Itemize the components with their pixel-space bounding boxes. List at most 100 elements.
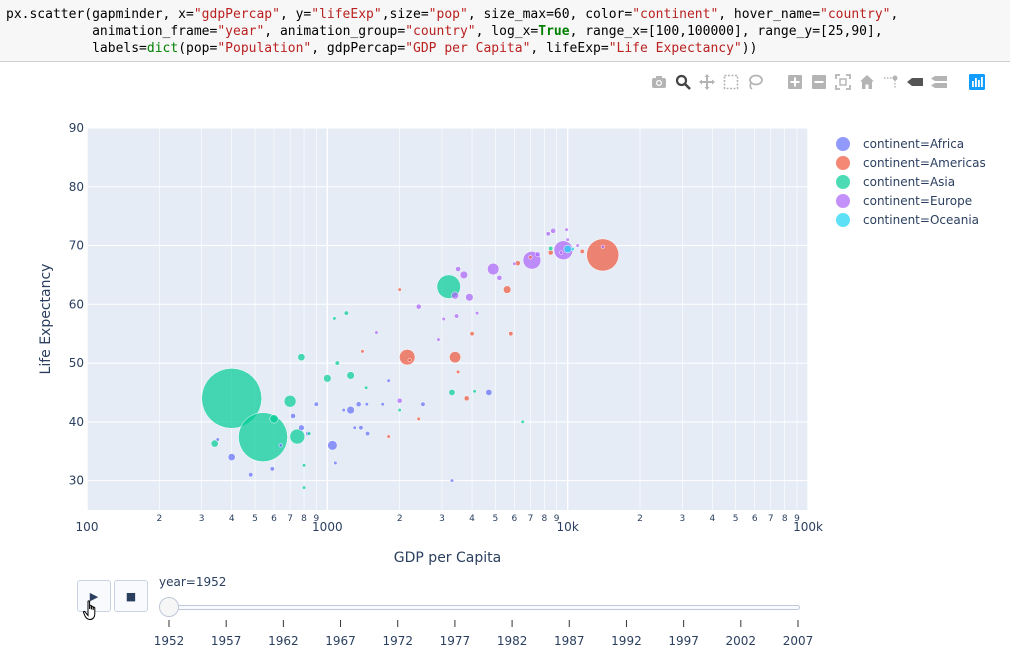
x-minor-tick-label: 8: [782, 514, 788, 524]
data-point: [534, 251, 541, 258]
x-minor-tick-label: 5: [733, 514, 739, 524]
year-slider-ticks: 1952 1957 1962 1967 1972 1977 1982 1987 1992 1997…: [154, 620, 814, 648]
legend-label: continent=Asia: [863, 175, 955, 189]
data-point: [469, 331, 475, 337]
slider-step-label[interactable]: 1997: [668, 634, 699, 648]
x-minor-tick-label: 3: [199, 514, 205, 524]
slider-step-label[interactable]: 1972: [382, 634, 413, 648]
camera-icon[interactable]: [650, 73, 668, 91]
lasso-icon[interactable]: [746, 73, 764, 91]
zoom-icon[interactable]: [674, 73, 692, 91]
y-tick-label: 70: [69, 239, 84, 253]
data-point: [227, 453, 236, 461]
x-minor-tick-label: 3: [679, 514, 685, 524]
data-point: [563, 244, 572, 254]
data-point: [548, 246, 554, 251]
data-point: [496, 275, 503, 281]
x-axis-title: GDP per Capita: [394, 550, 501, 566]
year-slider-handle[interactable]: [159, 597, 179, 617]
data-point: [586, 238, 620, 272]
year-slider-track[interactable]: [168, 605, 800, 610]
slider-step-label[interactable]: 1982: [497, 634, 528, 648]
x-minor-tick-label: 2: [397, 514, 403, 524]
legend-label: continent=Europe: [863, 194, 972, 208]
y-tick-label: 40: [69, 415, 84, 429]
stop-button[interactable]: ■: [114, 580, 148, 612]
data-point: [248, 472, 254, 478]
data-point: [503, 285, 512, 294]
y-tick-label: 80: [69, 180, 84, 194]
plotly-logo-icon[interactable]: [968, 73, 986, 91]
data-point: [415, 303, 422, 310]
zoom-in-icon[interactable]: [786, 73, 804, 91]
data-point: [323, 374, 332, 383]
data-point: [520, 419, 525, 424]
y-axis-title: Life Expectancy: [38, 264, 54, 375]
spike-lines-icon[interactable]: [882, 73, 900, 91]
legend-marker: [836, 137, 850, 151]
data-point: [545, 231, 551, 237]
autoscale-icon[interactable]: [834, 73, 852, 91]
data-point: [313, 401, 319, 407]
code-line-3: labels=dict(pop="Population", gdpPercap=…: [6, 41, 758, 56]
data-point: [416, 416, 421, 421]
zoom-out-icon[interactable]: [810, 73, 828, 91]
data-point: [508, 331, 514, 337]
x-minor-tick-label: 5: [492, 514, 498, 524]
data-point: [278, 443, 283, 448]
code-cell[interactable]: px.scatter(gapminder, x="gdpPercap", y="…: [0, 0, 1010, 62]
x-minor-tick-label: 4: [229, 514, 235, 524]
slider-step-label[interactable]: 1987: [554, 634, 585, 648]
data-point: [301, 485, 307, 490]
legend-marker: [836, 175, 850, 189]
data-point: [579, 248, 585, 254]
hover-compare-icon[interactable]: [930, 73, 948, 91]
x-tick-label: 100k: [793, 520, 823, 534]
data-point: [475, 311, 480, 316]
slider-step-label[interactable]: 1967: [325, 634, 356, 648]
data-point: [407, 358, 412, 363]
x-tick-label: 10k: [557, 520, 579, 534]
data-point: [333, 460, 338, 466]
data-point: [374, 330, 379, 335]
data-point: [397, 287, 402, 292]
slider-current-value: year=1952: [159, 575, 227, 589]
data-point: [564, 227, 569, 232]
slider-step-label[interactable]: 1952: [154, 634, 185, 648]
x-minor-tick-label: 8: [301, 514, 307, 524]
slider-step-label[interactable]: 2007: [783, 634, 814, 648]
slider-step-label[interactable]: 1977: [440, 634, 471, 648]
data-point: [600, 244, 605, 249]
x-minor-tick-label: 9: [313, 514, 319, 524]
x-minor-tick-label: 9: [554, 514, 560, 524]
y-tick-label: 90: [69, 121, 84, 135]
x-minor-tick-label: 3: [439, 514, 445, 524]
data-point: [386, 378, 391, 383]
x-tick-label: 100: [76, 520, 99, 534]
code-line-2: animation_frame="year", animation_group=…: [6, 24, 883, 39]
slider-step-label[interactable]: 1962: [268, 634, 299, 648]
legend-label: continent=Oceania: [863, 213, 979, 227]
data-point: [334, 360, 340, 366]
data-point: [358, 425, 364, 431]
hover-closest-icon[interactable]: [906, 73, 924, 91]
box-select-icon[interactable]: [722, 73, 740, 91]
data-point: [215, 437, 220, 442]
slider-step-label[interactable]: 2002: [726, 634, 757, 648]
x-tick-label: 1000: [312, 520, 343, 534]
reset-axes-icon[interactable]: [858, 73, 876, 91]
x-minor-tick-label: 8: [542, 514, 548, 524]
slider-step-label[interactable]: 1992: [611, 634, 642, 648]
data-point: [451, 291, 459, 300]
data-point: [346, 406, 355, 415]
x-minor-tick-label: 4: [469, 514, 475, 524]
data-point: [570, 247, 575, 252]
data-point: [512, 261, 517, 266]
data-point: [327, 440, 338, 451]
data-point: [346, 371, 355, 380]
data-point: [575, 243, 580, 248]
pan-icon[interactable]: [698, 73, 716, 91]
slider-step-label[interactable]: 1957: [211, 634, 242, 648]
x-minor-tick-label: 2: [637, 514, 643, 524]
